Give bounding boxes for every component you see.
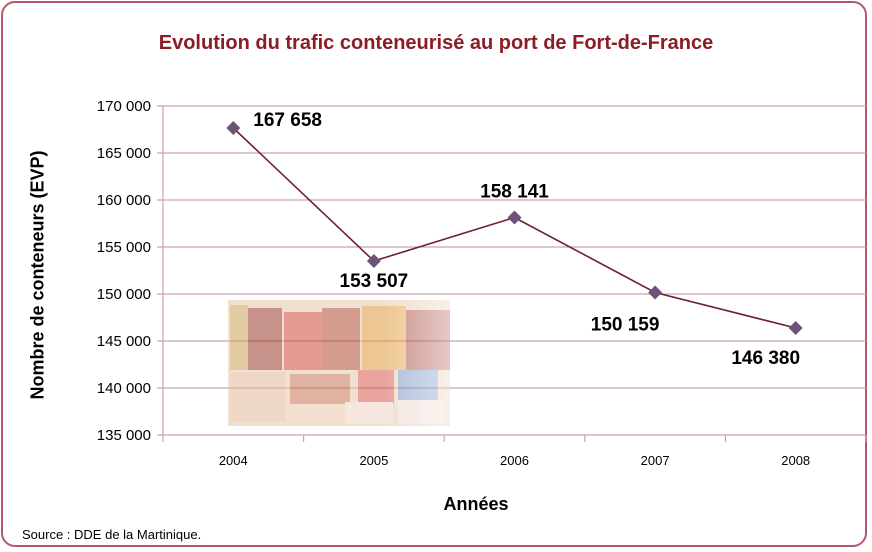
- data-label: 167 658: [253, 110, 322, 131]
- y-tick-label: 145 000: [97, 333, 151, 350]
- data-label: 153 507: [340, 271, 409, 292]
- x-axis-title: Années: [443, 494, 509, 514]
- data-point: [226, 121, 241, 136]
- y-tick-label: 150 000: [97, 286, 151, 303]
- data-label: 150 159: [591, 315, 660, 336]
- y-tick-label: 170 000: [97, 98, 151, 115]
- source-note: Source : DDE de la Martinique.: [22, 527, 202, 542]
- data-point: [788, 321, 803, 336]
- data-label: 158 141: [480, 181, 549, 202]
- data-point: [648, 285, 663, 300]
- x-tick-label: 2008: [781, 453, 810, 468]
- container-photo: [228, 300, 450, 426]
- y-tick-labels: 135 000 140 000 145 000 150 000 155 000 160 0…: [97, 98, 151, 444]
- x-tick-label: 2007: [641, 453, 670, 468]
- y-tick-label: 160 000: [97, 192, 151, 209]
- series-line: [232, 127, 796, 329]
- x-tick-label: 2006: [500, 453, 529, 468]
- data-label: 146 380: [731, 348, 800, 369]
- y-tick-label: 140 000: [97, 380, 151, 397]
- data-point: [507, 210, 522, 225]
- data-point: [366, 254, 381, 269]
- data-labels: 167 658 153 507 158 141 150 159 146 380: [253, 110, 800, 369]
- y-tick-label: 165 000: [97, 145, 151, 162]
- y-tick-label: 135 000: [97, 427, 151, 444]
- data-markers: [226, 121, 803, 336]
- x-tick-label: 2004: [219, 453, 248, 468]
- chart-title: Evolution du trafic conteneurisé au port…: [158, 32, 714, 54]
- x-tick-label: 2005: [359, 453, 388, 468]
- y-tick-label: 155 000: [97, 239, 151, 256]
- x-tick-labels: 2004 2005 2006 2007 2008: [219, 453, 810, 468]
